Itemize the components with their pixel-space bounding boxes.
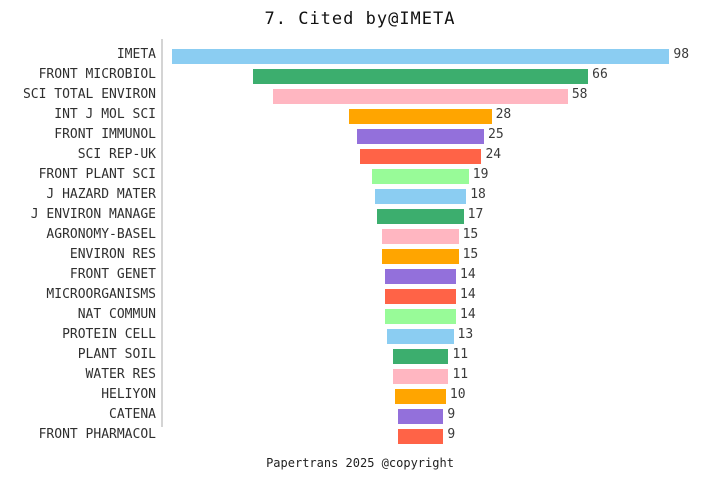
value-label: 98 [673,47,690,62]
category-label: SCI TOTAL ENVIRON [22,87,156,102]
bar [382,249,459,264]
category-label: J ENVIRON MANAGE [30,207,156,222]
bar [273,89,568,104]
value-label: 11 [452,347,469,362]
bar [392,369,449,384]
bar [377,209,464,224]
bar [384,309,457,324]
value-label: 24 [485,147,502,162]
bar [374,189,467,204]
copyright-text: Papertrans 2025 @copyright [266,456,454,470]
bar [384,269,457,284]
value-label: 15 [462,227,479,242]
value-label: 19 [472,167,489,182]
value-label: 17 [467,207,484,222]
bar [387,329,454,344]
category-label: IMETA [116,47,156,62]
category-label: ENVIRON RES [69,247,156,262]
value-label: 25 [488,127,504,142]
category-label: J HAZARD MATER [46,187,156,202]
bar [171,49,670,64]
chart-title: 7. Cited by@IMETA [264,9,456,29]
category-label: PROTEIN CELL [62,327,156,342]
category-label: SCI REP-UK [77,147,156,162]
value-label: 28 [495,107,512,122]
category-label: INT J MOL SCI [54,107,156,122]
value-label: 66 [592,67,608,82]
value-label: 14 [460,287,476,302]
category-label: NAT COMMUN [77,307,156,322]
category-label: PLANT SOIL [77,347,156,362]
category-label: FRONT GENET [69,267,156,282]
bar [384,289,457,304]
bar [392,349,449,364]
value-label: 15 [462,247,479,262]
bar [359,149,482,164]
value-label: 58 [571,87,588,102]
category-label: FRONT PHARMACOL [38,427,156,442]
bar [395,389,446,404]
category-label: MICROORGANISMS [46,287,156,302]
category-label: AGRONOMY-BASEL [46,227,156,242]
category-label: FRONT MICROBIOL [38,67,156,82]
bar [397,409,444,424]
bar [382,229,459,244]
value-label: 14 [460,307,476,322]
bar [357,129,484,144]
value-label: 13 [457,327,474,342]
category-label: FRONT PLANT SCI [38,167,156,182]
value-label: 18 [470,187,486,202]
bar [397,429,444,444]
value-label: 14 [460,267,476,282]
category-label: CATENA [109,407,156,422]
category-label: WATER RES [85,367,156,382]
bar [372,169,469,184]
category-label: FRONT IMMUNOL [54,127,156,142]
value-label: 11 [452,367,469,382]
value-label: 9 [447,427,456,442]
bar [252,69,589,84]
value-label: 10 [449,387,466,402]
bar [349,109,492,124]
y-axis-line [161,39,163,427]
value-label: 9 [447,407,456,422]
category-label: HELIYON [101,387,156,402]
